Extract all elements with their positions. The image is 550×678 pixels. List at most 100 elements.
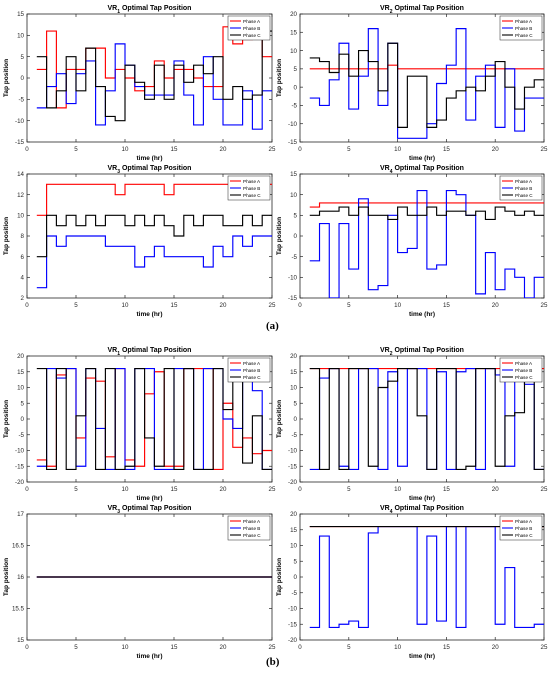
- x-tick-label: 10: [394, 146, 401, 153]
- y-tick-label: 5: [294, 400, 298, 407]
- x-tick-label: 10: [394, 644, 401, 651]
- legend-label: Phase B: [515, 186, 532, 191]
- y-tick-label: -10: [15, 448, 25, 455]
- y-tick-label: -5: [18, 432, 24, 439]
- y-tick-label: 15.5: [12, 606, 25, 613]
- x-axis-label: time (hr): [409, 155, 435, 162]
- legend-label: Phase C: [515, 533, 533, 538]
- y-tick-label: 10: [17, 213, 24, 220]
- series-phase-c: [309, 42, 544, 128]
- chart-title: VR3 Optimal Tap Position: [108, 165, 192, 175]
- y-tick-label: -15: [15, 463, 25, 470]
- legend: Phase A Phase B Phase C: [499, 515, 543, 541]
- x-axis-label: time (hr): [409, 495, 435, 502]
- x-tick-label: 20: [220, 486, 227, 493]
- y-tick-label: 5: [294, 66, 298, 73]
- x-tick-label: 20: [492, 146, 499, 153]
- y-tick-label: 4: [21, 275, 25, 282]
- chart-title: VR4 Optimal Tap Position: [380, 165, 464, 175]
- y-axis-label: Tap position: [276, 59, 283, 97]
- x-tick-label: 5: [347, 486, 351, 493]
- legend-label: Phase B: [243, 186, 260, 191]
- y-tick-label: 0: [294, 574, 298, 581]
- legend: Phase A Phase B Phase C: [499, 15, 543, 41]
- x-tick-label: 20: [220, 644, 227, 651]
- x-tick-label: 15: [443, 486, 450, 493]
- x-tick-label: 25: [269, 644, 276, 651]
- legend-label: Phase C: [243, 533, 261, 538]
- y-tick-label: 20: [17, 353, 24, 360]
- x-tick-label: 25: [541, 644, 548, 651]
- legend-label: Phase C: [515, 375, 533, 380]
- y-tick-label: 12: [17, 192, 24, 199]
- series-phase-a: [36, 183, 272, 216]
- y-tick-label: -15: [288, 463, 298, 470]
- y-tick-label: -15: [288, 621, 298, 628]
- x-tick-label: 25: [269, 146, 276, 153]
- panel-label-a: (a): [266, 320, 279, 332]
- legend-label: Phase A: [243, 19, 261, 24]
- chart-title: VR1 Optimal Tap Position: [108, 347, 192, 357]
- legend-label: Phase A: [515, 361, 533, 366]
- x-tick-label: 0: [298, 302, 302, 309]
- y-tick-label: -10: [288, 448, 298, 455]
- y-tick-label: 5: [21, 400, 25, 407]
- x-tick-label: 0: [298, 486, 302, 493]
- legend-label: Phase A: [515, 519, 533, 524]
- y-tick-label: 15: [290, 527, 297, 534]
- y-tick-label: 0: [21, 75, 25, 82]
- legend-label: Phase A: [515, 179, 533, 184]
- y-axis-label: Tap position: [3, 59, 10, 97]
- y-tick-label: 15: [17, 11, 24, 18]
- x-tick-label: 15: [443, 644, 450, 651]
- x-tick-label: 10: [122, 644, 129, 651]
- y-tick-label: -10: [288, 606, 298, 613]
- x-tick-label: 0: [25, 302, 29, 309]
- legend-label: Phase C: [515, 193, 533, 198]
- x-axis-label: time (hr): [137, 653, 163, 660]
- y-tick-label: 10: [290, 48, 297, 55]
- y-tick-label: -5: [18, 97, 24, 104]
- legend-label: Phase B: [515, 526, 532, 531]
- legend: Phase A Phase B Phase C: [227, 357, 271, 383]
- series-phase-a: [309, 64, 544, 70]
- y-tick-label: -15: [15, 139, 25, 146]
- y-tick-label: 20: [290, 511, 297, 518]
- legend-box: [499, 175, 543, 201]
- legend-label: Phase C: [243, 193, 261, 198]
- y-tick-label: -10: [15, 118, 25, 125]
- y-tick-label: 0: [294, 84, 298, 91]
- plot-frame: [299, 355, 545, 483]
- y-tick-label: 10: [17, 385, 24, 392]
- legend: Phase A Phase B Phase C: [227, 15, 271, 41]
- y-tick-label: 15: [290, 29, 297, 36]
- x-tick-label: 25: [541, 486, 548, 493]
- y-axis-label: Tap position: [3, 558, 10, 596]
- x-tick-label: 25: [269, 486, 276, 493]
- panel-label-b: (b): [266, 656, 280, 668]
- x-tick-label: 25: [269, 302, 276, 309]
- y-axis-label: Tap position: [276, 217, 283, 255]
- y-tick-label: -15: [288, 295, 298, 302]
- y-tick-label: 20: [290, 11, 297, 18]
- x-tick-label: 20: [220, 146, 227, 153]
- legend-label: Phase B: [243, 26, 260, 31]
- chart-8: 0 5 10 15 20 25 -20 -15 -10 -5 0 5 10 15 20 VR4 Optimal…: [276, 505, 548, 660]
- x-tick-label: 0: [298, 146, 302, 153]
- x-tick-label: 5: [74, 486, 78, 493]
- legend: Phase A Phase B Phase C: [227, 515, 271, 541]
- y-tick-label: 16: [17, 574, 24, 581]
- x-tick-label: 25: [541, 302, 548, 309]
- series-phase-b: [36, 235, 272, 289]
- legend: Phase A Phase B Phase C: [499, 357, 543, 383]
- series-phase-b: [309, 526, 544, 628]
- chart-1: 0 5 10 15 20 25 -15 -10 -5 0 5 10 15 VR1 Optimal Tap …: [3, 5, 276, 162]
- chart-7: 0 5 10 15 20 25 15 15.5 16 16.5 17 VR3 Optimal Tap …: [3, 505, 276, 660]
- legend-label: Phase A: [515, 19, 533, 24]
- y-tick-label: 14: [17, 171, 24, 178]
- x-tick-label: 15: [443, 302, 450, 309]
- y-tick-label: 10: [290, 192, 297, 199]
- series-phase-a: [309, 202, 544, 208]
- y-tick-label: 0: [294, 416, 298, 423]
- y-tick-label: 2: [21, 295, 25, 302]
